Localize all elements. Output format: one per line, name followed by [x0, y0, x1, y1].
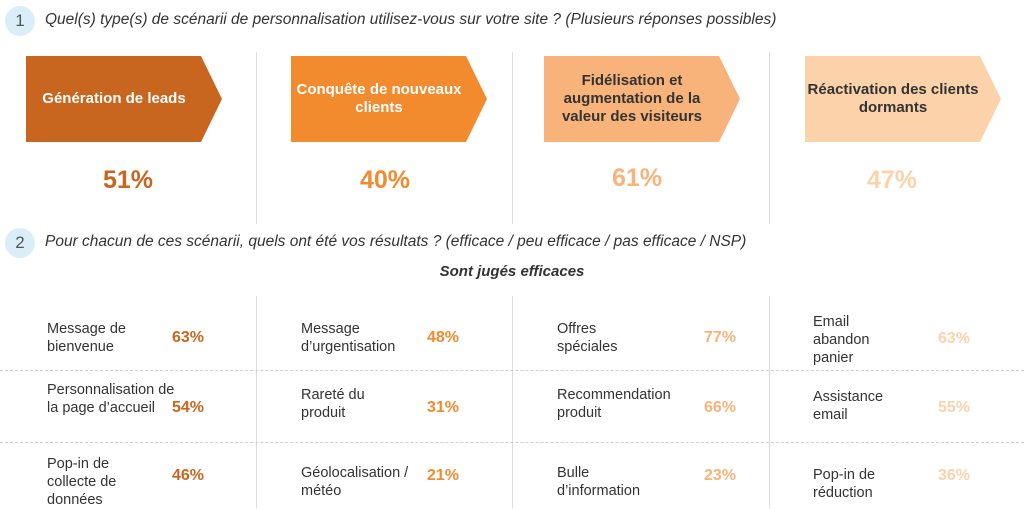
scenario-label: Génération de leads: [42, 90, 186, 107]
arrow-shape: [544, 56, 740, 142]
arrow-shape: [26, 56, 222, 142]
result-label: Recommendation produit: [557, 387, 671, 421]
result-value: 21%: [427, 467, 460, 484]
result-value: 63%: [172, 329, 205, 346]
result-label: Géolocalisation / météo: [301, 465, 409, 499]
results-subtitle: Sont jugés efficaces: [439, 263, 585, 280]
result-label: Pop-in de réduction: [813, 467, 876, 501]
question-1-text: Quel(s) type(s) de scénarii de personnal…: [45, 11, 777, 28]
column-divider: [256, 296, 257, 508]
result-label: Email abandon panier: [813, 314, 870, 366]
result-label: Assistance email: [813, 389, 884, 423]
scenario-conquete-clients: Conquête de nouveaux clients: [291, 56, 488, 142]
scenario-percentage: 47%: [866, 166, 918, 194]
scenario-generation-leads: Génération de leads: [26, 56, 223, 142]
result-label: Personnalisation de la page d’accueil: [47, 382, 175, 416]
result-value: 46%: [172, 467, 205, 484]
result-value: 55%: [938, 399, 971, 416]
arrow-shape: [291, 56, 487, 142]
arrow-shape: [805, 56, 1001, 142]
scenario-percentage: 51%: [102, 166, 154, 194]
scenario-percentage: 40%: [359, 166, 411, 194]
scenario-reactivation: Réactivation des clients dormants: [805, 56, 1002, 142]
row-separator: [0, 442, 1024, 443]
row-separator: [0, 370, 1024, 371]
column-divider: [256, 52, 257, 224]
result-value: 66%: [704, 399, 737, 416]
result-label: Rareté du produit: [301, 387, 365, 421]
result-label: Bulle d’information: [557, 465, 641, 499]
question-number-1: 1: [5, 6, 35, 36]
result-value: 36%: [938, 467, 971, 484]
scenario-label: Fidélisation et augmentation de la valeu…: [561, 72, 703, 125]
result-label: Pop-in de collecte de données: [47, 456, 117, 508]
scenario-label: Réactivation des clients dormants: [807, 81, 979, 116]
result-label: Offres spéciales: [557, 321, 618, 355]
scenario-fidelisation: Fidélisation et augmentation de la valeu…: [544, 56, 741, 142]
result-value: 48%: [427, 329, 460, 346]
result-value: 23%: [704, 467, 737, 484]
question-number-2: 2: [5, 228, 35, 258]
result-value: 77%: [704, 329, 737, 346]
column-divider: [512, 52, 513, 224]
column-divider: [769, 52, 770, 224]
result-value: 63%: [938, 330, 971, 347]
column-divider: [769, 296, 770, 508]
scenario-percentage: 61%: [611, 164, 663, 192]
result-label: Message d’urgentisation: [301, 321, 396, 355]
question-2-text: Pour chacun de ces scénarii, quels ont é…: [45, 233, 747, 250]
scenario-label: Conquête de nouveaux clients: [296, 81, 462, 116]
result-value: 31%: [427, 399, 460, 416]
result-value: 54%: [172, 399, 205, 416]
column-divider: [512, 296, 513, 508]
result-label: Message de bienvenue: [47, 321, 126, 355]
